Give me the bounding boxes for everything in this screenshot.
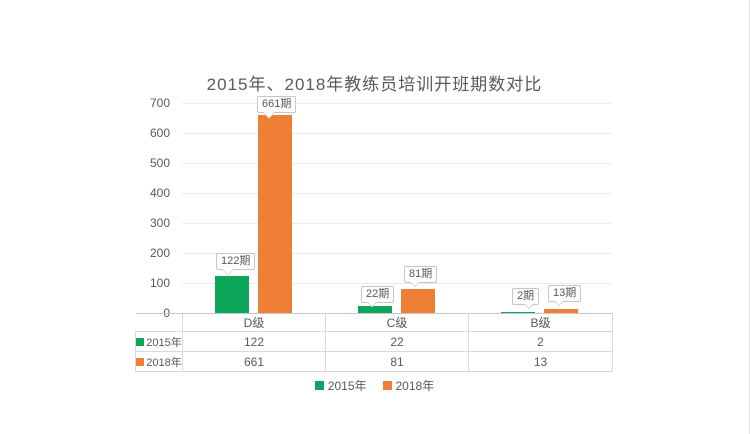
chart-legend: 2015年 2018年 [0, 377, 749, 394]
table-header-row: D级 C级 B级 [135, 313, 613, 332]
legend-label: 2015年 [327, 379, 367, 393]
data-label-2015-blevel: 2期 [512, 288, 540, 310]
data-label-text: 81期 [409, 268, 433, 280]
series-2015-swatch-icon [136, 337, 145, 346]
data-label-2018-clevel: 81期 [404, 266, 438, 288]
bar-2015-clevel [358, 306, 392, 313]
gridline-200 [182, 253, 611, 254]
table-cell: 13 [468, 351, 613, 372]
table-row-2015: 2015年 122 22 2 [135, 331, 613, 352]
y-axis-tick-100: 100 [149, 276, 170, 290]
bar-2015-dlevel [215, 276, 249, 313]
y-axis-tick-400: 400 [149, 186, 170, 200]
data-label-text: 122期 [221, 255, 251, 267]
table-cell: 81 [325, 351, 469, 372]
row-label: 2015年 [146, 336, 182, 349]
table-row-2018: 2018年 661 81 13 [135, 351, 613, 372]
gridline-400 [182, 193, 611, 194]
column-header-dlevel: D级 [182, 313, 326, 332]
row-header-2018: 2018年 [135, 351, 183, 372]
data-label-text: 661期 [262, 98, 292, 110]
series-2018-swatch-icon [136, 357, 145, 366]
bar-2018-blevel [544, 309, 578, 313]
legend-2018-swatch-icon [382, 381, 392, 390]
legend-2015-swatch-icon [314, 381, 324, 390]
data-label-2018-blevel: 13期 [548, 285, 582, 307]
y-axis-tick-200: 200 [149, 246, 170, 260]
legend-label: 2018年 [395, 379, 435, 393]
data-label-text: 13期 [553, 287, 577, 299]
gridline-100 [182, 283, 611, 284]
data-label-text: 2期 [517, 290, 535, 302]
table-cell: 22 [325, 331, 469, 352]
column-header-blevel: B级 [468, 313, 613, 332]
data-label-2015-dlevel: 122期 [216, 253, 256, 276]
data-label-text: 22期 [366, 288, 390, 300]
gridline-300 [182, 223, 611, 224]
row-header-2015: 2015年 [135, 331, 183, 352]
bar-2015-blevel [501, 312, 535, 313]
y-axis-tick-600: 600 [149, 126, 170, 140]
table-cell: 122 [182, 331, 326, 352]
table-cell: 2 [468, 331, 613, 352]
gridline-700 [182, 103, 611, 104]
data-label-2018-dlevel: 661期 [257, 96, 297, 119]
plot-area [182, 103, 611, 313]
table-corner-cell [135, 313, 183, 332]
bar-2018-clevel [401, 288, 435, 313]
gridline-600 [182, 133, 611, 134]
gridline-500 [182, 163, 611, 164]
row-label: 2018年 [146, 356, 182, 369]
table-cell: 661 [182, 351, 326, 372]
data-label-2015-clevel: 22期 [361, 286, 395, 308]
y-axis-tick-700: 700 [149, 96, 170, 110]
bar-2018-dlevel [258, 114, 292, 313]
chart-title: 2015年、2018年教练员培训开班期数对比 [206, 75, 543, 94]
data-table: D级 C级 B级 2015年 122 22 2 2018年 661 [135, 313, 613, 372]
column-header-clevel: C级 [325, 313, 469, 332]
legend-item-2015: 2015年 [314, 377, 367, 394]
legend-item-2018: 2018年 [382, 377, 435, 394]
y-axis-tick-500: 500 [149, 156, 170, 170]
y-axis-tick-300: 300 [149, 216, 170, 230]
